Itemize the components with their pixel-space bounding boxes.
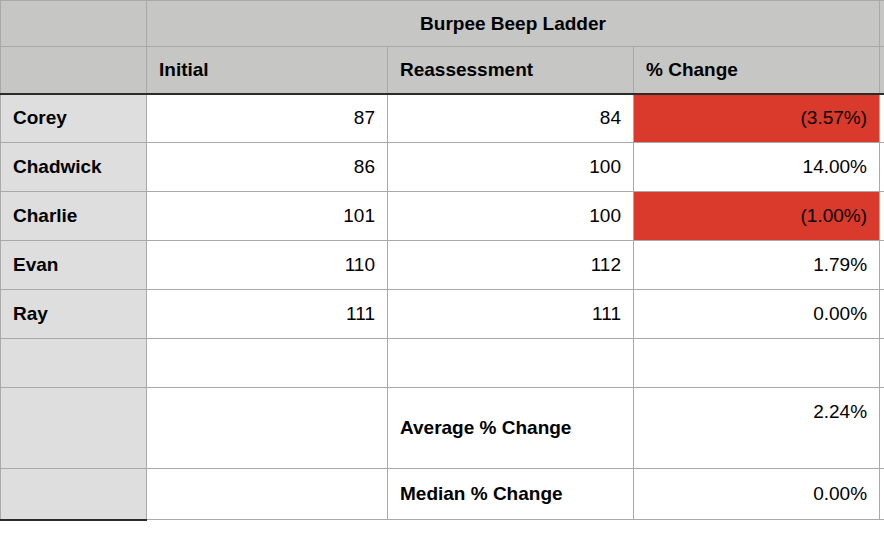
column-header-initial[interactable]: Initial (147, 47, 388, 94)
spreadsheet-sheet: Burpee Beep Ladder Initial Reassessment … (0, 0, 884, 536)
next-column-sliver (880, 241, 884, 290)
next-column-sliver (880, 1, 884, 47)
pct-change-cell[interactable]: 0.00% (634, 290, 880, 339)
row-label[interactable]: Corey (1, 94, 147, 143)
row-label[interactable]: Evan (1, 241, 147, 290)
empty-cell[interactable] (634, 339, 880, 388)
table-row: Charlie 101 100 (1.00%) (1, 192, 884, 241)
pct-change-cell[interactable]: (1.00%) (634, 192, 880, 241)
initial-value[interactable]: 101 (147, 192, 388, 241)
empty-cell[interactable] (147, 388, 388, 469)
summary-label[interactable]: Average % Change (388, 388, 634, 469)
initial-value[interactable]: 111 (147, 290, 388, 339)
next-column-sliver (880, 469, 884, 520)
row-label-empty[interactable] (1, 388, 147, 469)
initial-value[interactable]: 87 (147, 94, 388, 143)
empty-cell[interactable] (147, 469, 388, 520)
reassessment-value[interactable]: 100 (388, 143, 634, 192)
row-label[interactable]: Ray (1, 290, 147, 339)
table-row: Corey 87 84 (3.57%) (1, 94, 884, 143)
blank-row (1, 339, 884, 388)
header-blank-cell[interactable] (1, 47, 147, 94)
next-column-sliver (880, 192, 884, 241)
reassessment-value[interactable]: 111 (388, 290, 634, 339)
summary-row-median: Median % Change 0.00% (1, 469, 884, 520)
next-column-sliver (880, 339, 884, 388)
next-column-sliver (880, 47, 884, 94)
header-row: Initial Reassessment % Change (1, 47, 884, 94)
table-row: Chadwick 86 100 14.00% (1, 143, 884, 192)
row-label[interactable]: Chadwick (1, 143, 147, 192)
empty-cell[interactable] (147, 339, 388, 388)
summary-value[interactable]: 0.00% (634, 469, 880, 520)
summary-value[interactable]: 2.24% (634, 388, 880, 469)
row-label-empty[interactable] (1, 339, 147, 388)
row-label-empty[interactable] (1, 469, 147, 520)
column-header-pct-change[interactable]: % Change (634, 47, 880, 94)
reassessment-value[interactable]: 100 (388, 192, 634, 241)
reassessment-value[interactable]: 112 (388, 241, 634, 290)
corner-cell[interactable] (1, 1, 147, 47)
initial-value[interactable]: 86 (147, 143, 388, 192)
pct-change-cell[interactable]: 1.79% (634, 241, 880, 290)
column-header-reassessment[interactable]: Reassessment (388, 47, 634, 94)
burpee-beep-ladder-table: Burpee Beep Ladder Initial Reassessment … (0, 0, 884, 521)
pct-change-cell[interactable]: (3.57%) (634, 94, 880, 143)
next-column-sliver (880, 388, 884, 469)
table-title[interactable]: Burpee Beep Ladder (147, 1, 880, 47)
next-column-sliver (880, 143, 884, 192)
summary-row-average: Average % Change 2.24% (1, 388, 884, 469)
pct-change-cell[interactable]: 14.00% (634, 143, 880, 192)
summary-label[interactable]: Median % Change (388, 469, 634, 520)
initial-value[interactable]: 110 (147, 241, 388, 290)
next-column-sliver (880, 94, 884, 143)
row-label[interactable]: Charlie (1, 192, 147, 241)
table-row: Ray 111 111 0.00% (1, 290, 884, 339)
title-row: Burpee Beep Ladder (1, 1, 884, 47)
summary-label-text: Average % Change (400, 416, 520, 440)
next-column-sliver (880, 290, 884, 339)
reassessment-value[interactable]: 84 (388, 94, 634, 143)
table-row: Evan 110 112 1.79% (1, 241, 884, 290)
empty-cell[interactable] (388, 339, 634, 388)
